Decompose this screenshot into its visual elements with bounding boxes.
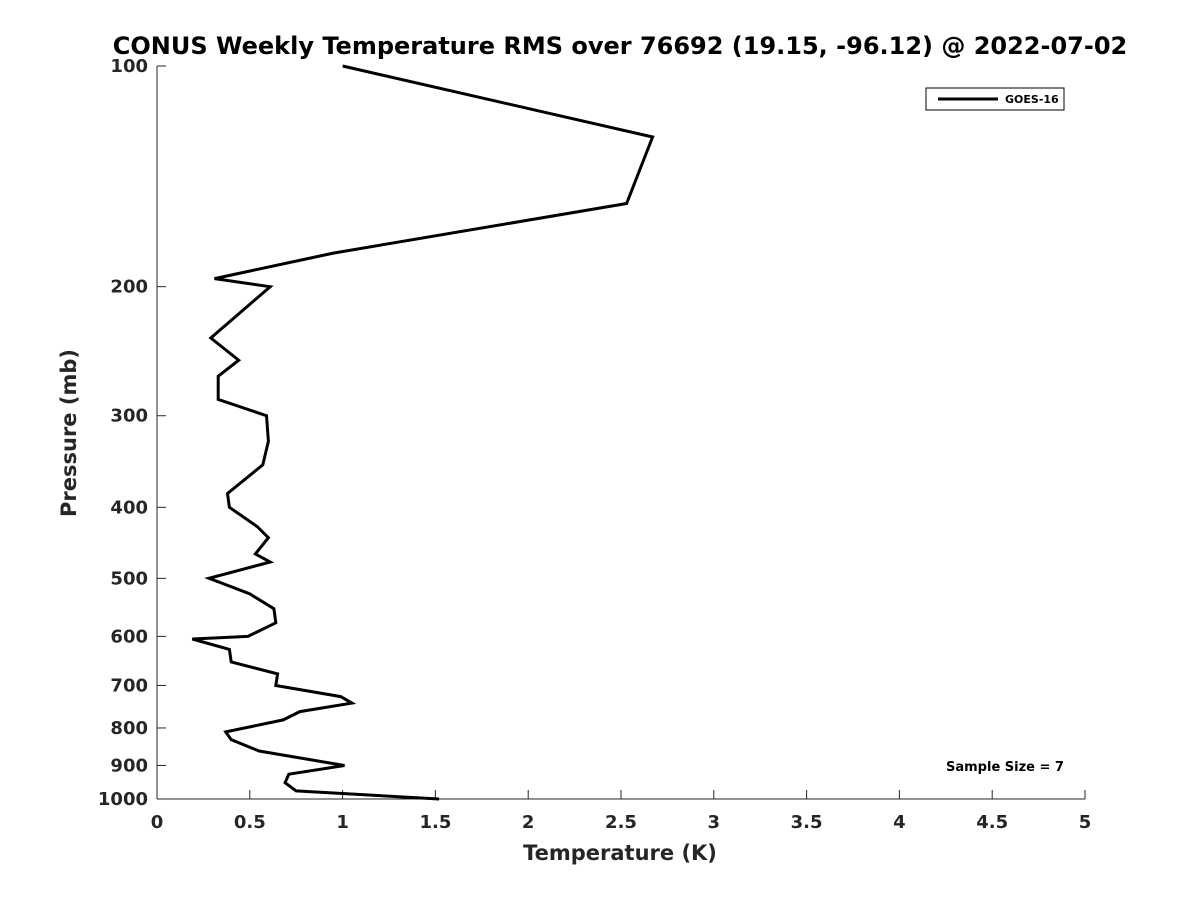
chart-title: CONUS Weekly Temperature RMS over 76692 … <box>113 32 1127 60</box>
y-tick-label: 700 <box>110 675 148 696</box>
y-axis-ticks: 100 200 300 400 500 600 700 800 900 1000 <box>98 56 166 810</box>
legend: GOES-16 <box>925 87 1065 111</box>
y-tick-label: 400 <box>110 497 148 518</box>
x-tick-label: 3 <box>708 812 721 833</box>
legend-label-goes-16: GOES-16 <box>1005 93 1059 106</box>
y-tick-label: 800 <box>110 718 148 739</box>
y-tick-label: 100 <box>110 56 148 77</box>
x-tick-label: 2 <box>522 812 535 833</box>
y-tick-label: 300 <box>110 406 148 427</box>
x-tick-label: 4.5 <box>976 812 1008 833</box>
series-lines <box>191 64 655 801</box>
y-tick-label: 600 <box>110 626 148 647</box>
x-axis-label: Temperature (K) <box>523 841 717 865</box>
y-tick-label: 900 <box>110 755 148 776</box>
x-tick-label: 0 <box>151 812 164 833</box>
x-tick-label: 3.5 <box>791 812 823 833</box>
y-axis-label: Pressure (mb) <box>57 349 81 517</box>
y-tick-label: 1000 <box>98 789 148 810</box>
x-tick-label: 4 <box>893 812 906 833</box>
sample-size-annotation: Sample Size = 7 <box>946 760 1064 775</box>
series-line-goes-16 <box>191 64 655 801</box>
x-tick-label: 2.5 <box>605 812 637 833</box>
x-axis-ticks: 0 0.5 1 1.5 2 2.5 3 3.5 4 4.5 5 <box>151 790 1092 833</box>
x-tick-label: 0.5 <box>234 812 266 833</box>
x-tick-label: 1 <box>336 812 349 833</box>
x-tick-label: 5 <box>1079 812 1092 833</box>
y-tick-label: 500 <box>110 568 148 589</box>
y-tick-label: 200 <box>110 277 148 298</box>
x-tick-label: 1.5 <box>419 812 451 833</box>
